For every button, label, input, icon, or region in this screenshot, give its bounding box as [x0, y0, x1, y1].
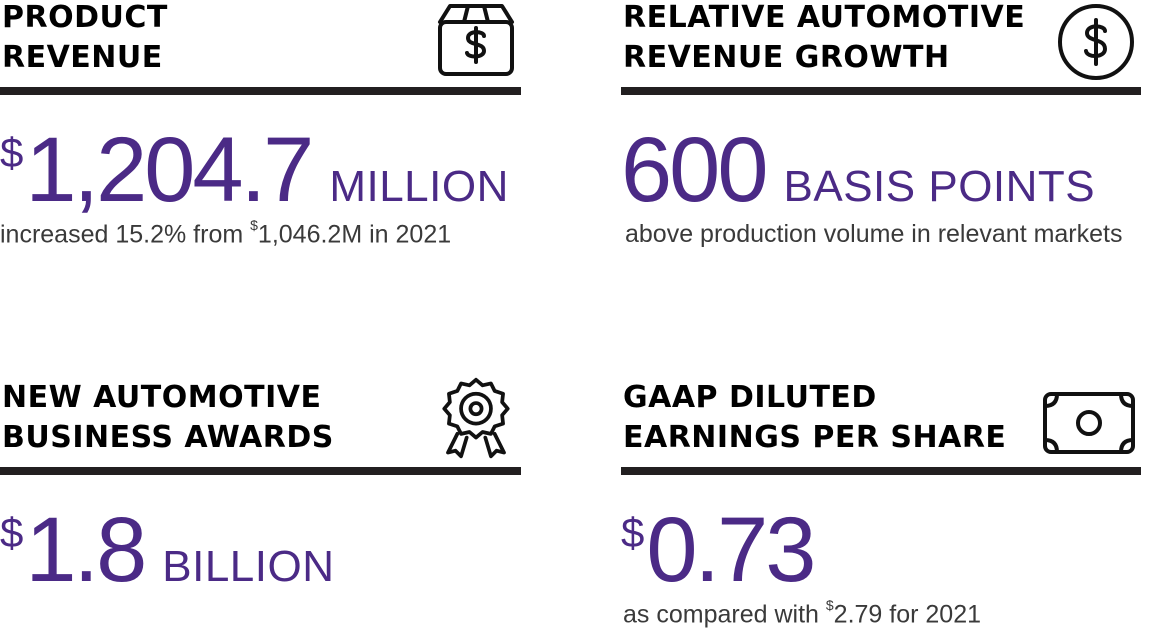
gaap-eps-tile: GAAP DILUTED EARNINGS PER SHARE $0.73 as… — [621, 380, 1166, 628]
metric-note: above production volume in relevant mark… — [625, 220, 1123, 248]
value-number: 1.8 — [25, 499, 147, 601]
value-number: 600 — [621, 119, 768, 221]
divider — [621, 87, 1141, 95]
divider — [0, 87, 521, 95]
revenue-growth-tile: RELATIVE AUTOMOTIVE REVENUE GROWTH 600 BA… — [621, 0, 1166, 248]
divider — [0, 467, 521, 475]
tile-title: NEW AUTOMOTIVE BUSINESS AWARDS — [2, 380, 334, 455]
banknote-icon — [1041, 380, 1137, 464]
box-dollar-icon — [434, 0, 518, 84]
tile-title: PRODUCT REVENUE — [2, 0, 168, 75]
tile-title: RELATIVE AUTOMOTIVE REVENUE GROWTH — [623, 0, 1026, 75]
award-badge-icon — [434, 376, 518, 460]
tile-header: PRODUCT REVENUE — [0, 0, 525, 95]
tile-header: RELATIVE AUTOMOTIVE REVENUE GROWTH — [621, 0, 1166, 95]
divider — [621, 467, 1141, 475]
metric-value: $0.73 — [621, 504, 816, 596]
tile-header: GAAP DILUTED EARNINGS PER SHARE — [621, 380, 1166, 475]
value-unit: MILLION — [329, 162, 509, 211]
value-number: 0.73 — [646, 499, 816, 601]
tile-header: NEW AUTOMOTIVE BUSINESS AWARDS — [0, 377, 525, 475]
currency-symbol: $ — [0, 129, 24, 176]
product-revenue-tile: PRODUCT REVENUE $1,204.7 MILLION increase… — [0, 0, 525, 248]
business-awards-tile: NEW AUTOMOTIVE BUSINESS AWARDS $1.8 BILLI… — [0, 377, 525, 596]
value-unit: BASIS POINTS — [783, 162, 1096, 211]
metric-value: $1.8 BILLION — [0, 504, 335, 596]
value-number: 1,204.7 — [25, 119, 314, 221]
value-unit: BILLION — [162, 542, 335, 591]
tile-title: GAAP DILUTED EARNINGS PER SHARE — [623, 380, 1007, 455]
metric-value: 600 BASIS POINTS — [621, 124, 1095, 216]
currency-symbol: $ — [621, 509, 645, 556]
dollar-circle-icon — [1054, 0, 1138, 84]
metric-value: $1,204.7 MILLION — [0, 124, 509, 216]
metric-note: increased 15.2% from $1,046.2M in 2021 — [0, 217, 452, 249]
metric-note: as compared with $2.79 for 2021 — [623, 597, 982, 629]
currency-symbol: $ — [0, 509, 24, 556]
